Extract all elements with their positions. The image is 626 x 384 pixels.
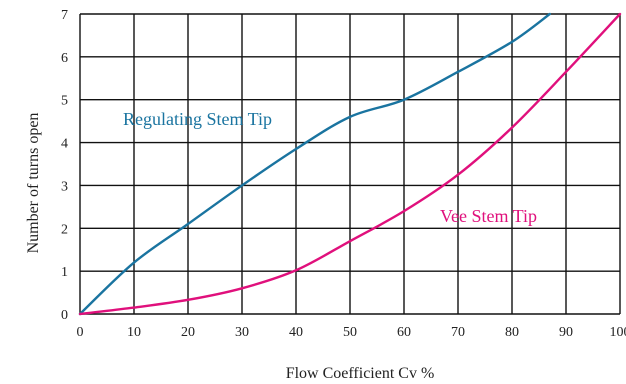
- x-tick-label: 30: [235, 325, 249, 340]
- x-tick-label: 10: [127, 325, 141, 340]
- line-vee-stem-tip: [78, 12, 622, 316]
- x-axis-label: Flow Coefficient Cv %: [286, 365, 435, 382]
- y-tick-label: 2: [61, 222, 68, 237]
- y-tick-label: 5: [61, 94, 68, 109]
- x-tick-label: 20: [181, 325, 195, 340]
- y-tick-label: 6: [61, 51, 68, 66]
- y-tick-label: 3: [61, 179, 68, 194]
- x-tick-label: 100: [610, 325, 626, 340]
- x-tick-label: 60: [397, 325, 411, 340]
- x-tick-label: 50: [343, 325, 357, 340]
- series-label-regulating-stem-tip: Regulating Stem Tip: [123, 109, 272, 129]
- y-tick-label: 7: [61, 8, 68, 23]
- y-tick-label: 4: [61, 137, 68, 152]
- series-label-vee-stem-tip: Vee Stem Tip: [440, 206, 537, 226]
- x-tick-label: 40: [289, 325, 303, 340]
- y-tick-label: 0: [61, 308, 68, 323]
- x-tick-label: 70: [451, 325, 465, 340]
- series-lines: [78, 12, 622, 316]
- x-tick-label: 80: [505, 325, 519, 340]
- grid: [79, 13, 621, 315]
- y-axis-label: Number of turns open: [25, 113, 42, 254]
- x-tick-labels: 0 10 20 30 40 50 60 70 80 90 100: [77, 325, 626, 340]
- y-tick-labels: 0 1 2 3 4 5 6 7: [61, 8, 68, 323]
- x-tick-label: 90: [559, 325, 573, 340]
- y-tick-label: 1: [61, 265, 68, 280]
- x-tick-label: 0: [77, 325, 84, 340]
- line-regulating-stem-tip: [78, 12, 551, 316]
